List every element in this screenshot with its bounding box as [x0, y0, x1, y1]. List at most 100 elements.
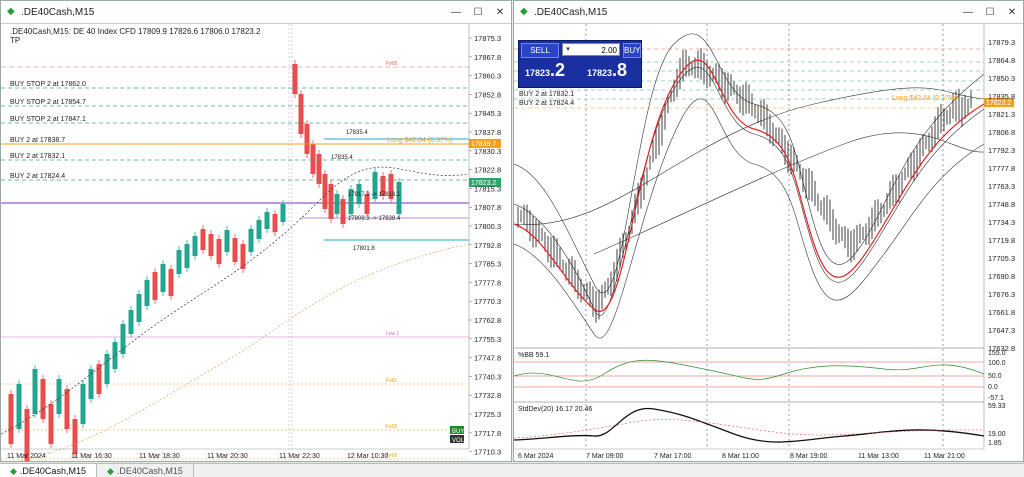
- candle[interactable]: [184, 244, 190, 268]
- buy-price-fraction: .8: [612, 60, 628, 80]
- candle[interactable]: [340, 199, 346, 224]
- candle[interactable]: [64, 389, 70, 429]
- buy-price-main: 17823: [587, 68, 613, 78]
- left-window-titlebar[interactable]: ◆ .DE40Cash,M15 — ☐ ✕: [1, 1, 511, 24]
- candle[interactable]: [248, 229, 254, 252]
- price-axis-label: 17647.3: [988, 326, 1015, 335]
- tab-chart-2[interactable]: ◆ .DE40Cash,M15: [97, 464, 194, 477]
- candle[interactable]: [128, 310, 134, 334]
- price-axis-label: 17705.3: [988, 254, 1015, 263]
- candle[interactable]: [152, 272, 158, 300]
- candle[interactable]: [40, 379, 46, 419]
- candle[interactable]: [56, 379, 62, 414]
- maximize-button[interactable]: ☐: [985, 6, 995, 18]
- buy-button[interactable]: BUY: [623, 43, 641, 58]
- candle[interactable]: [232, 238, 238, 262]
- candle[interactable]: [72, 419, 78, 454]
- candle[interactable]: [32, 369, 38, 414]
- candle[interactable]: [112, 342, 118, 369]
- candle[interactable]: [240, 244, 246, 269]
- price-axis-label: 17762.8: [474, 316, 501, 325]
- candle[interactable]: [256, 220, 262, 239]
- candle[interactable]: [8, 394, 14, 444]
- candle[interactable]: [396, 182, 402, 214]
- price-axis-label: 17748.8: [988, 200, 1015, 209]
- close-button[interactable]: ✕: [1007, 6, 1017, 18]
- left-chart-window[interactable]: ◆ .DE40Cash,M15 — ☐ ✕ .DE40Cash,M15: DE …: [0, 0, 512, 462]
- candle[interactable]: [176, 250, 182, 274]
- order-label: BUY 2 at 17824.4: [10, 173, 65, 180]
- candle[interactable]: [80, 384, 86, 424]
- minimize-button[interactable]: —: [963, 6, 973, 18]
- candle[interactable]: [120, 324, 126, 354]
- candle[interactable]: [24, 409, 30, 462]
- candle[interactable]: [328, 184, 334, 219]
- candle[interactable]: [316, 154, 322, 184]
- candle[interactable]: [364, 194, 370, 214]
- price-axis-label: 17875.3: [474, 34, 501, 43]
- minimize-button[interactable]: —: [451, 6, 461, 18]
- candle[interactable]: [216, 239, 222, 264]
- right-chart-window[interactable]: ◆ .DE40Cash,M15 — ☐ ✕ BUY 2 at 17838.7BU…: [513, 0, 1024, 462]
- chart-icon: ◆: [106, 465, 114, 476]
- left-chart-area[interactable]: .DE40Cash,M15: DE 40 Index CFD 17809.9 1…: [1, 24, 511, 461]
- candle[interactable]: [280, 204, 286, 222]
- left-price-chart[interactable]: .DE40Cash,M15: DE 40 Index CFD 17809.9 1…: [1, 24, 511, 462]
- candle[interactable]: [224, 230, 230, 252]
- price-axis-label: 17717.8: [474, 429, 501, 438]
- time-axis-label: 11 Mar 21:00: [924, 453, 965, 460]
- candle[interactable]: [208, 234, 214, 256]
- volume-down-icon[interactable]: ▾: [566, 46, 570, 53]
- sell-price[interactable]: 17823.2: [525, 60, 565, 85]
- buy-badge[interactable]: [450, 426, 464, 434]
- candle[interactable]: [372, 172, 378, 199]
- maximize-button[interactable]: ☐: [473, 6, 483, 18]
- volume-input[interactable]: 2.00: [562, 43, 620, 56]
- bollinger-band-line: [514, 98, 985, 339]
- vol-badge[interactable]: [450, 435, 464, 443]
- price-axis-label: 17800.3: [474, 222, 501, 231]
- buy-price[interactable]: 17823.8: [587, 60, 627, 85]
- tab-chart-1[interactable]: ◆ .DE40Cash,M15: [0, 464, 97, 477]
- time-axis-label: 7 Mar 09:00: [586, 453, 623, 460]
- candle[interactable]: [304, 124, 310, 154]
- price-axis-label: 17792.8: [474, 241, 501, 250]
- left-window-title: .DE40Cash,M15: [21, 6, 95, 18]
- candle[interactable]: [200, 229, 206, 250]
- sell-button[interactable]: SELL: [521, 43, 559, 58]
- candle[interactable]: [388, 174, 394, 199]
- close-button[interactable]: ✕: [495, 6, 505, 18]
- candle[interactable]: [88, 369, 94, 399]
- candle[interactable]: [380, 176, 386, 196]
- candle[interactable]: [310, 144, 316, 174]
- candle[interactable]: [192, 236, 198, 256]
- candle[interactable]: [16, 384, 22, 429]
- price-axis-label: 17822.8: [474, 166, 501, 175]
- candle[interactable]: [348, 189, 354, 214]
- price-axis-label: 17725.3: [474, 410, 501, 419]
- time-axis-label: 11 Mar 22:30: [279, 453, 320, 460]
- price-axis-label: 17747.8: [474, 354, 501, 363]
- candle[interactable]: [298, 94, 304, 134]
- candle[interactable]: [356, 184, 362, 204]
- candle[interactable]: [322, 174, 328, 209]
- price-axis-label: 17661.8: [988, 308, 1015, 317]
- candle[interactable]: [334, 194, 340, 214]
- time-axis-label: 11 Mar 2024: [7, 453, 46, 460]
- candle[interactable]: [264, 212, 270, 229]
- candle[interactable]: [292, 64, 298, 94]
- candle[interactable]: [104, 354, 110, 384]
- candle[interactable]: [96, 364, 102, 394]
- candle[interactable]: [168, 269, 174, 296]
- vol-badge-label: VOL: [452, 438, 465, 444]
- candle[interactable]: [144, 280, 150, 306]
- candle[interactable]: [48, 404, 54, 444]
- right-window-titlebar[interactable]: ◆ .DE40Cash,M15 — ☐ ✕: [514, 1, 1023, 24]
- candle[interactable]: [272, 214, 278, 232]
- level-label: Fx61: [386, 378, 397, 384]
- bollinger-band-line: [514, 67, 985, 316]
- candle[interactable]: [136, 294, 142, 322]
- candle[interactable]: [160, 264, 166, 292]
